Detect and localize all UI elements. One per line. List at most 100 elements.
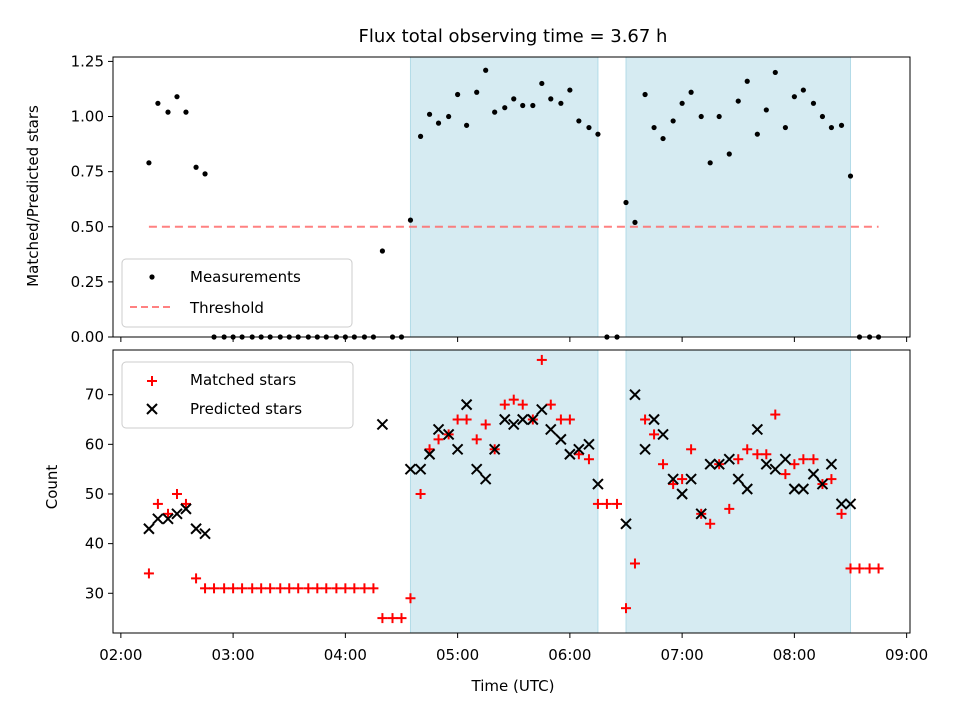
x-tick-label: 07:00 bbox=[661, 646, 704, 664]
predicted-stars-point bbox=[844, 498, 857, 510]
measurement-point bbox=[651, 124, 657, 131]
matched-stars-point bbox=[471, 434, 482, 445]
predicted-stars-point bbox=[143, 523, 155, 535]
predicted-stars-point bbox=[713, 458, 725, 470]
predicted-stars-point bbox=[620, 518, 632, 530]
x-tick-label: 05:00 bbox=[436, 646, 479, 664]
predicted-stars-point bbox=[825, 458, 838, 470]
measurement-point bbox=[763, 107, 769, 113]
predicted-stars-point bbox=[732, 473, 744, 485]
ratio-y-axis-ticks: 0.00 0.25 0.50 0.75 1.00 1.25 bbox=[71, 52, 113, 346]
matched-stars-point bbox=[275, 583, 286, 594]
predicted-stars-point bbox=[508, 418, 520, 431]
matched-stars-point bbox=[686, 444, 697, 455]
matched-stars-point bbox=[649, 429, 660, 440]
matched-stars-point bbox=[293, 583, 304, 594]
matched-stars-point bbox=[284, 583, 295, 594]
matched-stars-point bbox=[415, 488, 426, 499]
measurement-point bbox=[483, 67, 489, 73]
ratio-legend-box bbox=[121, 258, 353, 328]
matched-stars-point bbox=[629, 558, 640, 569]
predicted-stars-point bbox=[667, 473, 679, 485]
predicted-stars-point bbox=[442, 428, 455, 441]
matched-stars-point bbox=[517, 399, 528, 410]
predicted-stars-point bbox=[779, 453, 792, 465]
predicted-stars-point bbox=[573, 443, 585, 456]
measurement-point bbox=[455, 91, 461, 98]
matched-stars-point bbox=[808, 454, 819, 465]
matched-stars-point bbox=[845, 563, 856, 574]
measurement-point bbox=[754, 131, 760, 137]
measurement-point bbox=[146, 160, 152, 166]
matched-stars-point bbox=[303, 583, 314, 594]
matched-stars-point bbox=[424, 444, 435, 455]
matched-stars-point bbox=[668, 479, 679, 490]
predicted-stars-point bbox=[797, 483, 810, 495]
measurement-point bbox=[417, 133, 424, 139]
predicted-stars-point bbox=[788, 483, 801, 495]
predicted-stars-point bbox=[555, 433, 567, 446]
predicted-stars-point bbox=[488, 443, 501, 456]
chart-title: Flux total observing time = 3.67 h bbox=[359, 26, 668, 47]
matched-stars-point bbox=[452, 414, 463, 425]
predicted-stars-point bbox=[769, 463, 782, 475]
legend-threshold-label: Threshold bbox=[189, 299, 264, 317]
measurement-point bbox=[463, 122, 470, 128]
matched-stars-point bbox=[237, 583, 248, 594]
ratio-y-tick-label: 1.25 bbox=[71, 52, 104, 70]
predicted-stars-point bbox=[629, 388, 641, 401]
predicted-stars-point bbox=[592, 478, 604, 490]
matched-stars-point bbox=[677, 474, 688, 485]
x-tick-label: 08:00 bbox=[773, 646, 816, 664]
matched-stars-point bbox=[209, 583, 220, 594]
matched-stars-point bbox=[368, 583, 379, 594]
predicted-stars-point bbox=[470, 463, 483, 475]
matched-stars-point bbox=[592, 498, 603, 509]
count-y-axis-label: Count bbox=[43, 465, 61, 510]
matched-stars-point bbox=[499, 399, 510, 410]
matched-stars-point bbox=[219, 583, 230, 594]
matched-stars-point bbox=[265, 583, 276, 594]
measurement-point bbox=[670, 118, 676, 124]
measurement-point bbox=[632, 219, 638, 225]
count-y-tick-label: 40 bbox=[85, 535, 104, 553]
count-y-axis-ticks: 30 40 50 60 70 bbox=[85, 386, 113, 602]
legend-predicted-marker bbox=[146, 403, 158, 415]
matched-stars-point bbox=[377, 613, 388, 624]
ratio-observing-shading bbox=[409, 56, 852, 338]
ratio-y-tick-label: 0.00 bbox=[71, 328, 104, 346]
matched-stars-point bbox=[854, 563, 865, 574]
measurement-point bbox=[744, 78, 750, 84]
measurement-point bbox=[474, 89, 480, 95]
matched-stars-point bbox=[312, 583, 323, 594]
x-tick-label: 03:00 bbox=[211, 646, 254, 664]
x-axis-label: Time (UTC) bbox=[471, 677, 555, 695]
measurement-point bbox=[576, 118, 582, 124]
matched-stars-point bbox=[555, 414, 566, 425]
measurement-point bbox=[193, 164, 199, 170]
matched-stars-point bbox=[836, 508, 847, 519]
matched-stars-point bbox=[658, 459, 669, 470]
predicted-stars-point bbox=[676, 488, 688, 500]
matched-stars-point bbox=[752, 449, 763, 460]
measurement-point bbox=[155, 100, 161, 106]
ratio-plot-frame bbox=[112, 56, 911, 338]
measurement-point bbox=[828, 124, 835, 131]
count-plot-frame bbox=[112, 349, 911, 634]
predicted-stars-point bbox=[760, 458, 773, 470]
x-tick-label: 09:00 bbox=[885, 646, 928, 664]
predicted-stars-point bbox=[807, 468, 820, 480]
matched-stars-point bbox=[601, 498, 612, 509]
matched-stars-point bbox=[742, 444, 753, 455]
matched-stars-point bbox=[536, 354, 547, 365]
predicted-stars-point bbox=[657, 428, 669, 441]
measurement-point bbox=[446, 113, 452, 120]
matched-stars-point bbox=[798, 454, 809, 465]
matched-stars-point bbox=[640, 414, 651, 425]
matched-stars-point bbox=[247, 583, 258, 594]
predicted-stars-point bbox=[414, 463, 427, 475]
measurement-point bbox=[660, 135, 666, 142]
legend-predicted-label: Predicted stars bbox=[190, 400, 302, 418]
matched-stars-point bbox=[564, 414, 575, 425]
count-y-tick-label: 50 bbox=[85, 485, 104, 503]
